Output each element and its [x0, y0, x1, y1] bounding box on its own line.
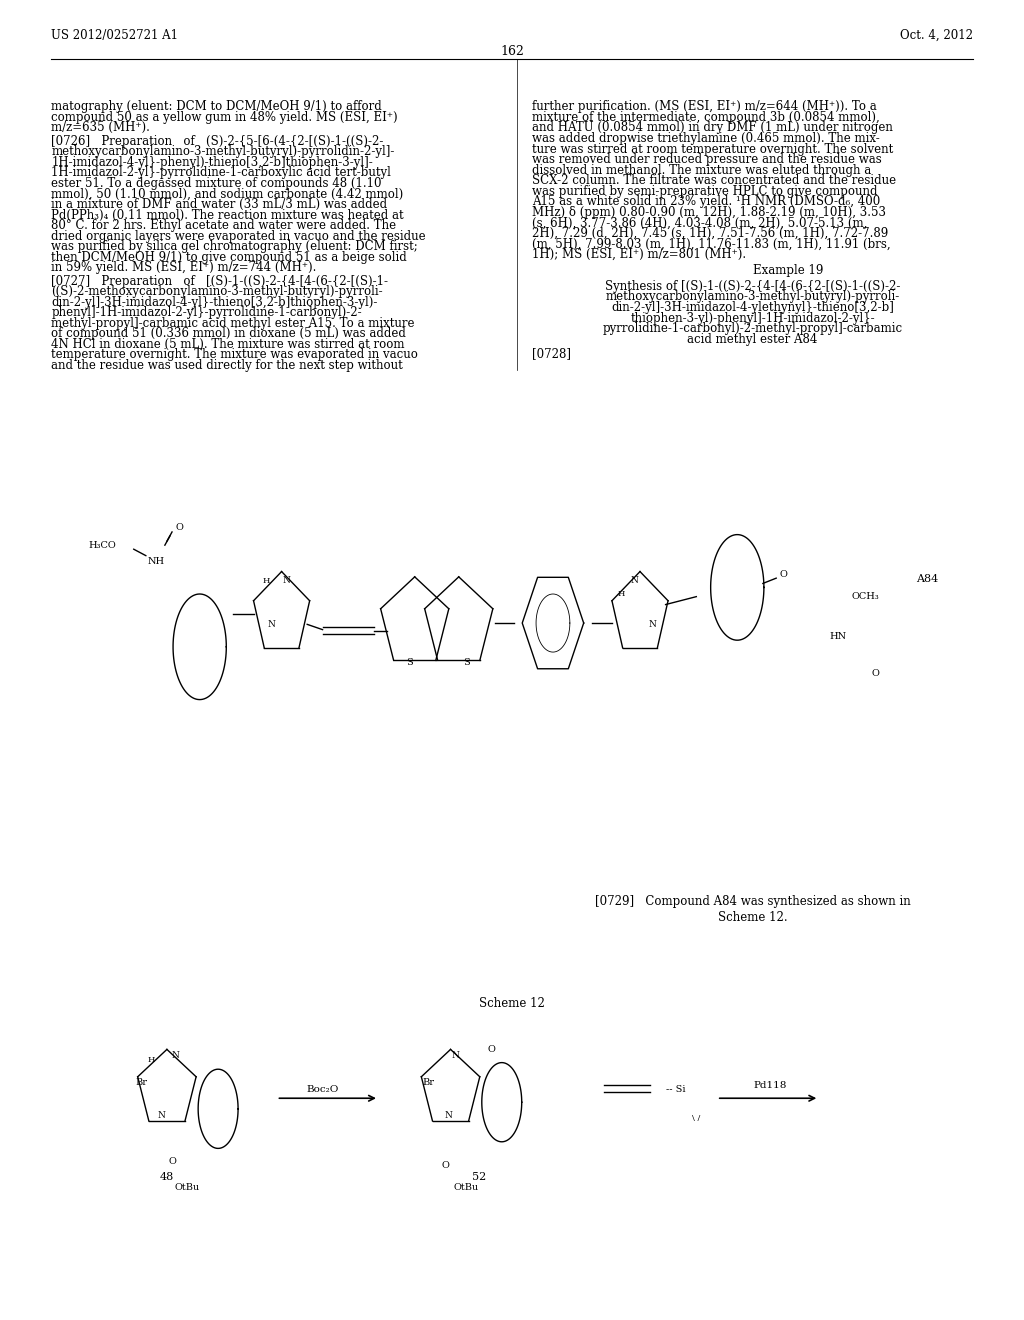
Text: HN: HN — [829, 632, 846, 640]
Text: Pd(PPh₃)₄ (0.11 mmol). The reaction mixture was heated at: Pd(PPh₃)₄ (0.11 mmol). The reaction mixt… — [51, 209, 403, 222]
Text: in a mixture of DMF and water (33 mL/3 mL) was added: in a mixture of DMF and water (33 mL/3 m… — [51, 198, 387, 211]
Text: phenyl]-1H-imidazol-2-yl}-pyrrolidine-1-carbonyl)-2-: phenyl]-1H-imidazol-2-yl}-pyrrolidine-1-… — [51, 306, 361, 319]
Text: was purified by silica gel chromatography (eluent: DCM first;: was purified by silica gel chromatograph… — [51, 240, 418, 253]
Text: methyl-propyl]-carbamic acid methyl ester A15. To a mixture: methyl-propyl]-carbamic acid methyl este… — [51, 317, 415, 330]
Text: US 2012/0252721 A1: US 2012/0252721 A1 — [51, 29, 178, 42]
Text: NH: NH — [147, 557, 164, 565]
Text: 52: 52 — [472, 1172, 486, 1183]
Text: S: S — [464, 659, 470, 667]
Text: S: S — [407, 659, 413, 667]
Text: N: N — [158, 1111, 166, 1119]
Text: then DCM/MeOH 9/1) to give compound 51 as a beige solid: then DCM/MeOH 9/1) to give compound 51 a… — [51, 251, 407, 264]
Text: H₃CO: H₃CO — [88, 541, 117, 549]
Text: 48: 48 — [160, 1172, 174, 1183]
Text: was added dropwise triethylamine (0.465 mmol). The mix-: was added dropwise triethylamine (0.465 … — [532, 132, 881, 145]
Text: acid methyl ester A84: acid methyl ester A84 — [687, 333, 818, 346]
Text: 1H-imidazol-4-yl}-phenyl)-thieno[3,2-b]thiophen-3-yl]-: 1H-imidazol-4-yl}-phenyl)-thieno[3,2-b]t… — [51, 156, 373, 169]
Text: O: O — [779, 570, 787, 578]
Text: Scheme 12: Scheme 12 — [479, 997, 545, 1010]
Text: was removed under reduced pressure and the residue was: was removed under reduced pressure and t… — [532, 153, 883, 166]
Text: 1H); MS (ESI, EI⁺) m/z=801 (MH⁺).: 1H); MS (ESI, EI⁺) m/z=801 (MH⁺). — [532, 248, 746, 261]
Text: of compound 51 (0.336 mmol) in dioxane (5 mL) was added: of compound 51 (0.336 mmol) in dioxane (… — [51, 327, 407, 341]
Text: ture was stirred at room temperature overnight. The solvent: ture was stirred at room temperature ove… — [532, 143, 894, 156]
Text: methoxycarbonylamino-3-methyl-butyryl)-pyrroli-: methoxycarbonylamino-3-methyl-butyryl)-p… — [605, 290, 900, 304]
Text: [0727]   Preparation   of   [(S)-1-((S)-2-{4-[4-(6-{2-[(S)-1-: [0727] Preparation of [(S)-1-((S)-2-{4-[… — [51, 275, 388, 288]
Text: O: O — [871, 669, 880, 677]
Text: O: O — [175, 524, 183, 532]
Text: compound 50 as a yellow gum in 48% yield. MS (ESI, EI⁺): compound 50 as a yellow gum in 48% yield… — [51, 111, 398, 124]
Text: A84: A84 — [916, 574, 939, 585]
Text: 1H-imidazol-2-yl}-pyrrolidine-1-carboxylic acid tert-butyl: 1H-imidazol-2-yl}-pyrrolidine-1-carboxyl… — [51, 166, 391, 180]
Text: was purified by semi-preparative HPLC to give compound: was purified by semi-preparative HPLC to… — [532, 185, 878, 198]
Text: m/z=635 (MH⁺).: m/z=635 (MH⁺). — [51, 121, 151, 135]
Text: dissolved in methanol. The mixture was eluted through a: dissolved in methanol. The mixture was e… — [532, 164, 871, 177]
Text: N: N — [267, 620, 275, 628]
Text: [0728]: [0728] — [532, 347, 571, 360]
Text: Pd118: Pd118 — [754, 1081, 786, 1089]
Text: H: H — [147, 1056, 156, 1064]
Text: mixture of the intermediate, compound 3b (0.0854 mmol),: mixture of the intermediate, compound 3b… — [532, 111, 881, 124]
Text: O: O — [168, 1158, 176, 1166]
Text: din-2-yl]-3H-imidazol-4-ylethynyl}-thieno[3,2-b]: din-2-yl]-3H-imidazol-4-ylethynyl}-thien… — [611, 301, 894, 314]
Text: \ /: \ / — [692, 1114, 700, 1122]
Text: N: N — [631, 577, 639, 585]
Text: thiophen-3-yl)-phenyl]-1H-imidazol-2-yl}-: thiophen-3-yl)-phenyl]-1H-imidazol-2-yl}… — [631, 312, 874, 325]
Text: [0726]   Preparation   of   (S)-2-{5-[6-(4-{2-[(S)-1-((S)-2-: [0726] Preparation of (S)-2-{5-[6-(4-{2-… — [51, 135, 384, 148]
Text: methoxycarbonylamino-3-methyl-butyryl)-pyrrolidin-2-yl]-: methoxycarbonylamino-3-methyl-butyryl)-p… — [51, 145, 394, 158]
Text: OCH₃: OCH₃ — [851, 593, 880, 601]
Text: O: O — [441, 1162, 450, 1170]
Text: in 59% yield. MS (ESI, EI⁺) m/z=744 (MH⁺).: in 59% yield. MS (ESI, EI⁺) m/z=744 (MH⁺… — [51, 261, 316, 275]
Text: 4N HCl in dioxane (5 mL). The mixture was stirred at room: 4N HCl in dioxane (5 mL). The mixture wa… — [51, 338, 404, 351]
Text: H: H — [617, 590, 626, 598]
Text: -- Si: -- Si — [666, 1085, 686, 1093]
Text: Synthesis of [(S)-1-((S)-2-{4-[4-(6-{2-[(S)-1-((S)-2-: Synthesis of [(S)-1-((S)-2-{4-[4-(6-{2-[… — [605, 280, 900, 293]
Text: 80° C. for 2 hrs. Ethyl acetate and water were added. The: 80° C. for 2 hrs. Ethyl acetate and wate… — [51, 219, 396, 232]
Text: Oct. 4, 2012: Oct. 4, 2012 — [900, 29, 973, 42]
Text: dried organic layers were evaporated in vacuo and the residue: dried organic layers were evaporated in … — [51, 230, 426, 243]
Text: pyrrolidine-1-carbonyl)-2-methyl-propyl]-carbamic: pyrrolidine-1-carbonyl)-2-methyl-propyl]… — [602, 322, 903, 335]
Text: and HATU (0.0854 mmol) in dry DMF (1 mL) under nitrogen: and HATU (0.0854 mmol) in dry DMF (1 mL)… — [532, 121, 893, 135]
Text: A15 as a white solid in 23% yield. ¹H NMR (DMSO-d₆, 400: A15 as a white solid in 23% yield. ¹H NM… — [532, 195, 881, 209]
Text: N: N — [283, 577, 291, 585]
Text: N: N — [171, 1052, 179, 1060]
Text: (m, 5H), 7.99-8.03 (m, 1H), 11.76-11.83 (m, 1H), 11.91 (brs,: (m, 5H), 7.99-8.03 (m, 1H), 11.76-11.83 … — [532, 238, 891, 251]
Text: N: N — [648, 620, 656, 628]
Text: Boc₂O: Boc₂O — [306, 1085, 339, 1093]
Text: H: H — [262, 577, 270, 585]
Text: 162: 162 — [500, 45, 524, 58]
Text: Br: Br — [422, 1078, 434, 1086]
Text: [0729]   Compound A84 was synthesized as shown in: [0729] Compound A84 was synthesized as s… — [595, 895, 910, 908]
Text: and the residue was used directly for the next step without: and the residue was used directly for th… — [51, 359, 403, 372]
Text: OtBu: OtBu — [454, 1184, 478, 1192]
Text: Example 19: Example 19 — [753, 264, 823, 277]
Text: N: N — [444, 1111, 453, 1119]
Text: OtBu: OtBu — [175, 1184, 200, 1192]
Text: N: N — [452, 1052, 460, 1060]
Text: din-2-yl]-3H-imidazol-4-yl}-thieno[3,2-b]thiophen-3-yl)-: din-2-yl]-3H-imidazol-4-yl}-thieno[3,2-b… — [51, 296, 378, 309]
Text: further purification. (MS (ESI, EI⁺) m/z=644 (MH⁺)). To a: further purification. (MS (ESI, EI⁺) m/z… — [532, 100, 878, 114]
Text: MHz) δ (ppm) 0.80-0.90 (m, 12H), 1.88-2.19 (m, 10H), 3.53: MHz) δ (ppm) 0.80-0.90 (m, 12H), 1.88-2.… — [532, 206, 887, 219]
Text: ester 51. To a degassed mixture of compounds 48 (1.10: ester 51. To a degassed mixture of compo… — [51, 177, 382, 190]
Text: Scheme 12.: Scheme 12. — [718, 911, 787, 924]
Text: (s, 6H), 3.77-3.86 (4H), 4.03-4.08 (m, 2H), 5.07-5.13 (m,: (s, 6H), 3.77-3.86 (4H), 4.03-4.08 (m, 2… — [532, 216, 868, 230]
Text: mmol), 50 (1.10 mmol), and sodium carbonate (4.42 mmol): mmol), 50 (1.10 mmol), and sodium carbon… — [51, 187, 403, 201]
Text: Br: Br — [135, 1078, 147, 1086]
Text: O: O — [487, 1045, 496, 1053]
Text: 2H), 7.29 (d, 2H), 7.45 (s, 1H), 7.51-7.56 (m, 1H), 7.72-7.89: 2H), 7.29 (d, 2H), 7.45 (s, 1H), 7.51-7.… — [532, 227, 889, 240]
Text: temperature overnight. The mixture was evaporated in vacuo: temperature overnight. The mixture was e… — [51, 348, 418, 362]
Text: SCX-2 column. The filtrate was concentrated and the residue: SCX-2 column. The filtrate was concentra… — [532, 174, 897, 187]
Text: matography (eluent: DCM to DCM/MeOH 9/1) to afford: matography (eluent: DCM to DCM/MeOH 9/1)… — [51, 100, 382, 114]
Text: ((S)-2-methoxycarbonylamino-3-methyl-butyryl)-pyrroli-: ((S)-2-methoxycarbonylamino-3-methyl-but… — [51, 285, 383, 298]
